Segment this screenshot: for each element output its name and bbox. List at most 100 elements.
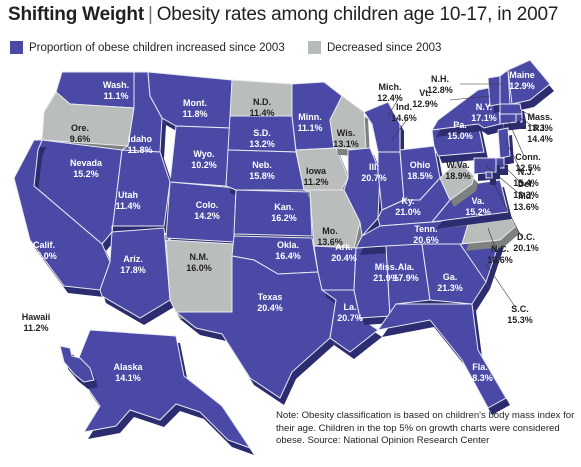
state-label-me: Maine 12.9%: [509, 70, 535, 91]
state-label-ar: Ark. 20.4%: [331, 242, 357, 263]
state-value: 11.2%: [303, 177, 328, 187]
state-value: 11.4%: [115, 201, 140, 211]
state-label-nm: N.M. 16.0%: [186, 252, 212, 273]
state-name: Mont.: [183, 98, 207, 108]
state-value: 20.4%: [331, 253, 357, 263]
state-value: 18.6%: [487, 255, 513, 265]
state-value: 11.1%: [103, 91, 128, 101]
state-name: Conn.: [515, 152, 541, 162]
state-name: N.M.: [190, 252, 209, 262]
state-name: Va.: [471, 196, 484, 206]
state-label-mn: Minn. 11.1%: [297, 112, 322, 133]
state-ak: [77, 329, 252, 449]
leader-line-mi: [387, 95, 401, 117]
state-ma: [499, 103, 523, 115]
state-label-in: Ind. 14.6%: [391, 102, 417, 123]
state-name: Utah: [118, 190, 138, 200]
state-value: 15.0%: [31, 251, 57, 261]
state-name: Mass.: [527, 112, 552, 122]
state-label-nc: N.C. 18.6%: [487, 244, 513, 265]
state-label-la: La. 20.7%: [337, 302, 363, 323]
state-label-id: Idaho 11.8%: [127, 134, 152, 155]
state-label-wa: Wash. 11.1%: [103, 80, 129, 101]
state-label-oh: Ohio 18.5%: [407, 160, 433, 181]
state-value: 12.9%: [412, 99, 438, 109]
state-label-vt: Vt. 12.9%: [412, 88, 438, 109]
state-mi: [363, 101, 401, 153]
state-name: Ark.: [335, 242, 353, 252]
state-name: Fla.: [472, 362, 488, 372]
state-name: Mo.: [322, 226, 338, 236]
state-label-va: Va. 15.2%: [465, 196, 491, 217]
state-name: Maine: [509, 70, 535, 80]
state-labels: Wash. 11.1%Ore. 9.6% Idaho 11.8%Mont. 11.8%Wy…: [22, 70, 553, 383]
state-label-dc: D.C. 20.1%: [513, 232, 539, 253]
state-value: 15.2%: [465, 207, 491, 217]
state-name: Colo.: [196, 200, 219, 210]
state-name: W.Va.: [446, 160, 470, 170]
state-value: 20.4%: [257, 303, 283, 313]
state-name: Mich.: [378, 82, 401, 92]
state-value: 21.9%: [373, 273, 399, 283]
state-name: Del.: [518, 179, 535, 189]
leader-line-de: [499, 161, 523, 185]
state-name: Ill.: [369, 162, 379, 172]
state-name: Okla.: [277, 240, 299, 250]
state-nj: [497, 127, 511, 159]
state-name: Wyo.: [193, 149, 214, 159]
state-label-ak: Alaska 14.1%: [113, 362, 143, 383]
state-name: Miss.: [375, 262, 398, 272]
state-name: Tenn.: [414, 224, 437, 234]
state-name: La.: [343, 302, 356, 312]
state-name: Minn.: [298, 112, 322, 122]
state-value: 16.4%: [275, 251, 301, 261]
leader-line-nc: [487, 227, 497, 251]
leader-line-ma: [519, 109, 537, 119]
state-fl: [376, 303, 507, 409]
footnote: Note: Obesity classification is based on…: [276, 410, 575, 446]
state-label-sc: S.C. 15.3%: [507, 304, 533, 325]
state-name: N.J.: [518, 167, 535, 177]
state-value: 13.3%: [513, 190, 539, 200]
state-value: 12.5%: [515, 163, 541, 173]
state-label-ms: Miss. 21.9%: [373, 262, 399, 283]
state-label-az: Ariz. 17.8%: [120, 254, 146, 275]
state-label-md: Md. 13.6%: [513, 191, 539, 212]
legend-decreased: Decreased since 2003: [308, 41, 441, 54]
state-value: 11.8%: [127, 145, 152, 155]
state-value: 13.2%: [249, 139, 275, 149]
title-main: Shifting Weight: [8, 4, 144, 25]
chart-title: Shifting Weight | Obesity rates among chil…: [8, 4, 558, 26]
state-dc: [485, 171, 493, 179]
leader-line-dc: [489, 175, 523, 239]
state-value: 13.3%: [527, 123, 553, 133]
state-value: 15.4%: [513, 178, 539, 188]
leader-line-vt: [449, 95, 491, 101]
state-name: Iowa: [306, 166, 327, 176]
legend-label-decreased: Decreased since 2003: [327, 41, 442, 54]
state-name: S.D.: [253, 128, 271, 138]
state-value: 18.9%: [445, 171, 471, 181]
state-value: 12.9%: [509, 81, 535, 91]
state-value: 12.4%: [377, 93, 403, 103]
state-name: Pa.: [453, 120, 467, 130]
state-value: 18.5%: [407, 171, 433, 181]
state-label-mt: Mont. 11.8%: [182, 98, 207, 119]
state-value: 11.2%: [23, 323, 48, 333]
state-tx: [174, 255, 337, 399]
state-name: Ala.: [398, 262, 415, 272]
state-name: Wis.: [337, 128, 355, 138]
state-label-al: Ala. 17.9%: [393, 262, 419, 283]
state-value: 20.6%: [413, 235, 439, 245]
state-az: [99, 227, 171, 319]
state-value: 14.6%: [391, 113, 417, 123]
state-name: Nevada: [70, 158, 103, 168]
state-label-tx: Texas 20.4%: [257, 292, 283, 313]
state-label-ca: Calif. 15.0%: [31, 240, 57, 261]
state-label-ky: Ky. 21.0%: [395, 196, 421, 217]
state-label-de: Del. 13.3%: [513, 179, 539, 200]
state-name: N.Y.: [476, 102, 493, 112]
leader-line-in: [391, 117, 409, 141]
state-ks: [233, 189, 313, 237]
state-label-wy: Wyo. 10.2%: [191, 149, 217, 170]
